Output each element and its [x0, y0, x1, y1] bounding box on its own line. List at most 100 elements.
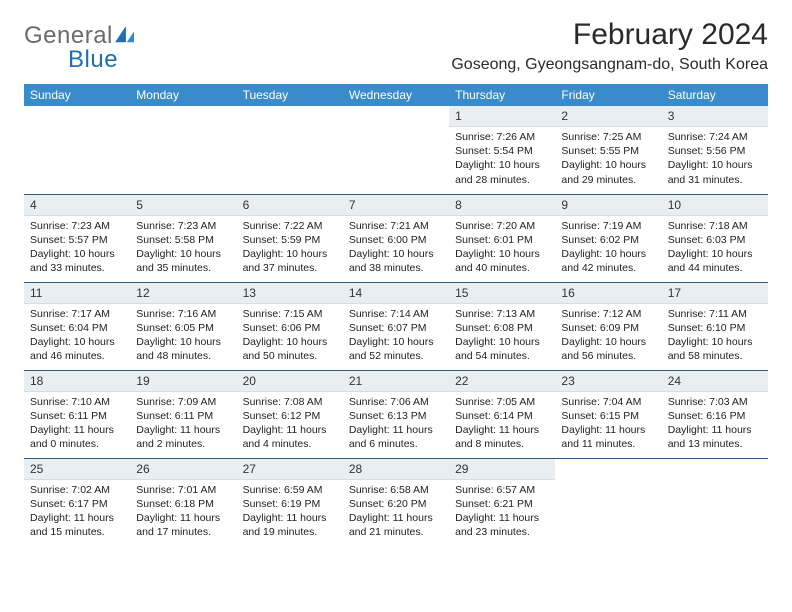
daylight-text: Daylight: 11 hours and 11 minutes.	[561, 423, 655, 451]
daylight-text: Daylight: 11 hours and 23 minutes.	[455, 511, 549, 539]
sunset-text: Sunset: 5:55 PM	[561, 144, 655, 158]
daylight-text: Daylight: 10 hours and 38 minutes.	[349, 247, 443, 275]
calendar-day-cell: 10Sunrise: 7:18 AMSunset: 6:03 PMDayligh…	[662, 194, 768, 282]
day-number: 5	[130, 195, 236, 216]
day-number: 29	[449, 459, 555, 480]
day-number: 24	[662, 371, 768, 392]
day-details: Sunrise: 7:17 AMSunset: 6:04 PMDaylight:…	[24, 304, 130, 368]
weekday-header: Sunday	[24, 84, 130, 106]
day-details: Sunrise: 7:10 AMSunset: 6:11 PMDaylight:…	[24, 392, 130, 456]
brand-sail-icon	[115, 26, 135, 48]
sunrise-text: Sunrise: 7:20 AM	[455, 219, 549, 233]
day-details: Sunrise: 7:21 AMSunset: 6:00 PMDaylight:…	[343, 216, 449, 280]
sunset-text: Sunset: 5:57 PM	[30, 233, 124, 247]
sunrise-text: Sunrise: 7:13 AM	[455, 307, 549, 321]
weekday-header: Friday	[555, 84, 661, 106]
calendar-day-cell	[343, 106, 449, 194]
daylight-text: Daylight: 10 hours and 28 minutes.	[455, 158, 549, 186]
day-number: 26	[130, 459, 236, 480]
calendar-body: 1Sunrise: 7:26 AMSunset: 5:54 PMDaylight…	[24, 106, 768, 546]
day-number: 12	[130, 283, 236, 304]
location-subtitle: Goseong, Gyeongsangnam-do, South Korea	[451, 56, 768, 74]
sunset-text: Sunset: 6:11 PM	[136, 409, 230, 423]
calendar-day-cell	[24, 106, 130, 194]
day-details: Sunrise: 7:12 AMSunset: 6:09 PMDaylight:…	[555, 304, 661, 368]
day-details: Sunrise: 7:15 AMSunset: 6:06 PMDaylight:…	[237, 304, 343, 368]
day-details: Sunrise: 7:23 AMSunset: 5:57 PMDaylight:…	[24, 216, 130, 280]
sunrise-text: Sunrise: 7:23 AM	[136, 219, 230, 233]
daylight-text: Daylight: 11 hours and 6 minutes.	[349, 423, 443, 451]
day-details: Sunrise: 7:04 AMSunset: 6:15 PMDaylight:…	[555, 392, 661, 456]
sunset-text: Sunset: 6:18 PM	[136, 497, 230, 511]
sunrise-text: Sunrise: 6:58 AM	[349, 483, 443, 497]
sunset-text: Sunset: 6:12 PM	[243, 409, 337, 423]
calendar-day-cell	[130, 106, 236, 194]
sunrise-text: Sunrise: 6:57 AM	[455, 483, 549, 497]
calendar-day-cell: 22Sunrise: 7:05 AMSunset: 6:14 PMDayligh…	[449, 370, 555, 458]
daylight-text: Daylight: 10 hours and 40 minutes.	[455, 247, 549, 275]
calendar-day-cell: 6Sunrise: 7:22 AMSunset: 5:59 PMDaylight…	[237, 194, 343, 282]
weekday-header: Tuesday	[237, 84, 343, 106]
day-details: Sunrise: 7:14 AMSunset: 6:07 PMDaylight:…	[343, 304, 449, 368]
calendar-day-cell: 26Sunrise: 7:01 AMSunset: 6:18 PMDayligh…	[130, 458, 236, 546]
daylight-text: Daylight: 10 hours and 29 minutes.	[561, 158, 655, 186]
sunrise-text: Sunrise: 7:11 AM	[668, 307, 762, 321]
calendar-day-cell: 2Sunrise: 7:25 AMSunset: 5:55 PMDaylight…	[555, 106, 661, 194]
sunset-text: Sunset: 6:17 PM	[30, 497, 124, 511]
sunrise-text: Sunrise: 7:14 AM	[349, 307, 443, 321]
sunrise-text: Sunrise: 6:59 AM	[243, 483, 337, 497]
day-details: Sunrise: 7:11 AMSunset: 6:10 PMDaylight:…	[662, 304, 768, 368]
sunrise-text: Sunrise: 7:26 AM	[455, 130, 549, 144]
sunset-text: Sunset: 6:11 PM	[30, 409, 124, 423]
sunset-text: Sunset: 6:00 PM	[349, 233, 443, 247]
daylight-text: Daylight: 10 hours and 56 minutes.	[561, 335, 655, 363]
day-number: 9	[555, 195, 661, 216]
day-number: 18	[24, 371, 130, 392]
sunset-text: Sunset: 6:21 PM	[455, 497, 549, 511]
sunrise-text: Sunrise: 7:19 AM	[561, 219, 655, 233]
daylight-text: Daylight: 10 hours and 46 minutes.	[30, 335, 124, 363]
calendar-day-cell	[237, 106, 343, 194]
day-number: 21	[343, 371, 449, 392]
day-details: Sunrise: 7:08 AMSunset: 6:12 PMDaylight:…	[237, 392, 343, 456]
day-number: 19	[130, 371, 236, 392]
sunrise-text: Sunrise: 7:04 AM	[561, 395, 655, 409]
sunset-text: Sunset: 6:15 PM	[561, 409, 655, 423]
day-number: 8	[449, 195, 555, 216]
day-number: 2	[555, 106, 661, 127]
calendar-week-row: 18Sunrise: 7:10 AMSunset: 6:11 PMDayligh…	[24, 370, 768, 458]
calendar-day-cell: 4Sunrise: 7:23 AMSunset: 5:57 PMDaylight…	[24, 194, 130, 282]
calendar-day-cell: 17Sunrise: 7:11 AMSunset: 6:10 PMDayligh…	[662, 282, 768, 370]
day-number: 7	[343, 195, 449, 216]
daylight-text: Daylight: 10 hours and 48 minutes.	[136, 335, 230, 363]
day-number: 13	[237, 283, 343, 304]
calendar-day-cell: 5Sunrise: 7:23 AMSunset: 5:58 PMDaylight…	[130, 194, 236, 282]
day-number: 14	[343, 283, 449, 304]
day-number: 1	[449, 106, 555, 127]
day-number: 4	[24, 195, 130, 216]
calendar-day-cell: 3Sunrise: 7:24 AMSunset: 5:56 PMDaylight…	[662, 106, 768, 194]
sunrise-text: Sunrise: 7:24 AM	[668, 130, 762, 144]
daylight-text: Daylight: 11 hours and 15 minutes.	[30, 511, 124, 539]
day-number: 11	[24, 283, 130, 304]
day-details: Sunrise: 7:09 AMSunset: 6:11 PMDaylight:…	[130, 392, 236, 456]
sunrise-text: Sunrise: 7:25 AM	[561, 130, 655, 144]
day-details: Sunrise: 7:20 AMSunset: 6:01 PMDaylight:…	[449, 216, 555, 280]
daylight-text: Daylight: 10 hours and 52 minutes.	[349, 335, 443, 363]
day-details: Sunrise: 7:02 AMSunset: 6:17 PMDaylight:…	[24, 480, 130, 544]
sunrise-text: Sunrise: 7:16 AM	[136, 307, 230, 321]
calendar-day-cell: 8Sunrise: 7:20 AMSunset: 6:01 PMDaylight…	[449, 194, 555, 282]
day-number: 17	[662, 283, 768, 304]
daylight-text: Daylight: 10 hours and 44 minutes.	[668, 247, 762, 275]
sunset-text: Sunset: 6:16 PM	[668, 409, 762, 423]
sunrise-text: Sunrise: 7:17 AM	[30, 307, 124, 321]
day-details: Sunrise: 7:25 AMSunset: 5:55 PMDaylight:…	[555, 127, 661, 191]
calendar-day-cell: 15Sunrise: 7:13 AMSunset: 6:08 PMDayligh…	[449, 282, 555, 370]
daylight-text: Daylight: 11 hours and 17 minutes.	[136, 511, 230, 539]
sunrise-text: Sunrise: 7:12 AM	[561, 307, 655, 321]
sunset-text: Sunset: 6:19 PM	[243, 497, 337, 511]
calendar-day-cell: 12Sunrise: 7:16 AMSunset: 6:05 PMDayligh…	[130, 282, 236, 370]
daylight-text: Daylight: 10 hours and 33 minutes.	[30, 247, 124, 275]
calendar-table: Sunday Monday Tuesday Wednesday Thursday…	[24, 84, 768, 546]
calendar-day-cell: 19Sunrise: 7:09 AMSunset: 6:11 PMDayligh…	[130, 370, 236, 458]
